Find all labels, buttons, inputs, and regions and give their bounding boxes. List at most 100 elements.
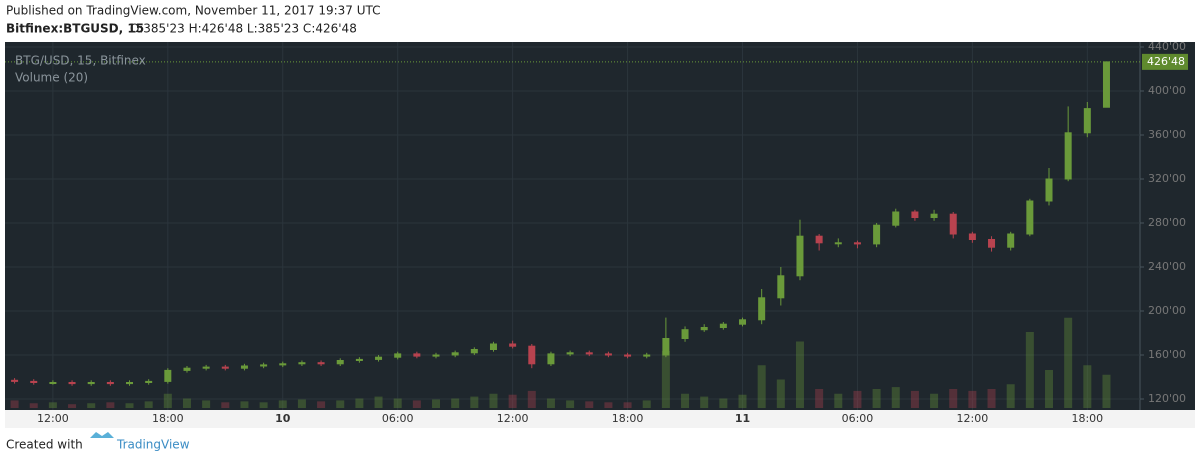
volume-bar xyxy=(891,387,900,408)
candle-body xyxy=(432,354,440,357)
volume-bar xyxy=(470,396,479,408)
volume-bar xyxy=(681,393,690,408)
candle-body xyxy=(394,353,402,358)
candle-body xyxy=(489,343,497,350)
candle-body xyxy=(126,382,134,385)
x-tick-label: 06:00 xyxy=(382,412,414,425)
candle-body xyxy=(1007,233,1015,248)
candle-body xyxy=(604,353,612,356)
volume-bar xyxy=(508,394,517,408)
candle-body xyxy=(892,211,900,226)
volume-bar xyxy=(29,403,38,408)
volume-bar xyxy=(1025,332,1034,408)
volume-bar xyxy=(1064,317,1073,408)
x-tick-label: 18:00 xyxy=(152,412,184,425)
candle-body xyxy=(700,327,708,331)
volume-bar xyxy=(240,401,249,408)
volume-bar xyxy=(1102,374,1111,408)
candle-body xyxy=(834,242,842,245)
last-price-label: 426'48 xyxy=(1147,55,1185,68)
volume-bar xyxy=(968,390,977,408)
volume-bar xyxy=(87,403,96,408)
candle-body xyxy=(853,242,861,245)
candle-body xyxy=(873,224,881,245)
volume-bar xyxy=(815,389,824,408)
x-tick-label: 11 xyxy=(735,412,750,425)
volume-bar xyxy=(432,399,441,408)
volume-bar xyxy=(336,400,345,408)
logo xyxy=(90,432,114,438)
volume-bar xyxy=(451,398,460,408)
volume-bar xyxy=(202,400,211,408)
volume-bar xyxy=(642,400,651,408)
x-axis-bg xyxy=(5,410,1195,428)
published: Published on TradingView.com, November 1… xyxy=(6,4,381,18)
candle-body xyxy=(949,213,957,235)
candle-body xyxy=(624,354,632,357)
volume-bar xyxy=(776,379,785,408)
volume-bar xyxy=(489,393,498,408)
volume-bar xyxy=(930,393,939,408)
volume-bar xyxy=(546,398,555,408)
candle-body xyxy=(298,362,306,365)
volume-bar xyxy=(757,365,766,408)
x-tick-label: 18:00 xyxy=(612,412,644,425)
volume-bar xyxy=(10,400,19,408)
candle-body xyxy=(758,297,766,321)
x-tick-label: 06:00 xyxy=(842,412,874,425)
candle-body xyxy=(221,366,229,369)
candle-body xyxy=(739,319,747,325)
candle-body xyxy=(68,382,76,385)
candle-body xyxy=(470,349,478,354)
volume-bar xyxy=(949,389,958,408)
y-tick-label: 280'00 xyxy=(1148,216,1186,229)
y-tick-label: 120'00 xyxy=(1148,392,1186,405)
created-with: Created with xyxy=(6,438,83,452)
volume-bar xyxy=(1006,384,1015,408)
volume-bar xyxy=(987,389,996,408)
candle-body xyxy=(662,338,670,356)
volume-bar xyxy=(661,351,670,408)
last-price-badge xyxy=(1142,53,1188,70)
x-tick-label: 10 xyxy=(275,412,291,425)
candle-body xyxy=(988,239,996,248)
candle-body xyxy=(30,380,38,383)
y-tick-label: 440'00 xyxy=(1148,40,1186,53)
plot-bg xyxy=(5,42,1195,410)
volume-bar xyxy=(834,393,843,408)
candle-body xyxy=(777,275,785,299)
candle-body xyxy=(681,329,689,340)
volume-title: Volume (20) xyxy=(15,71,88,85)
volume-bar xyxy=(1083,365,1092,408)
x-tick-label: 12:00 xyxy=(37,412,69,425)
candle-body xyxy=(509,343,517,347)
volume-bar xyxy=(412,400,421,408)
candle-body xyxy=(375,356,383,360)
candle-body xyxy=(796,235,804,277)
candle-body xyxy=(566,352,574,355)
candle-body xyxy=(1083,108,1091,134)
volume-bar xyxy=(355,398,364,408)
candle-body xyxy=(1026,200,1034,235)
x-tick-label: 12:00 xyxy=(497,412,529,425)
brand[interactable]: TradingView xyxy=(116,438,190,452)
volume-bar xyxy=(719,398,728,408)
candle-body xyxy=(279,363,287,366)
candle-body xyxy=(528,345,536,365)
y-tick-label: 200'00 xyxy=(1148,304,1186,317)
y-tick-label: 320'00 xyxy=(1148,172,1186,185)
candle-body xyxy=(451,352,459,356)
y-tick-label: 360'00 xyxy=(1148,128,1186,141)
volume-bar xyxy=(297,399,306,408)
volume-bar xyxy=(48,402,57,408)
candle-body xyxy=(164,369,172,382)
candle-body xyxy=(106,382,114,385)
volume-bar xyxy=(163,393,172,408)
candle-body xyxy=(317,362,325,365)
candle-body xyxy=(968,233,976,240)
candle-body xyxy=(336,360,344,365)
candle-body xyxy=(413,353,421,357)
candle-body xyxy=(547,353,555,365)
